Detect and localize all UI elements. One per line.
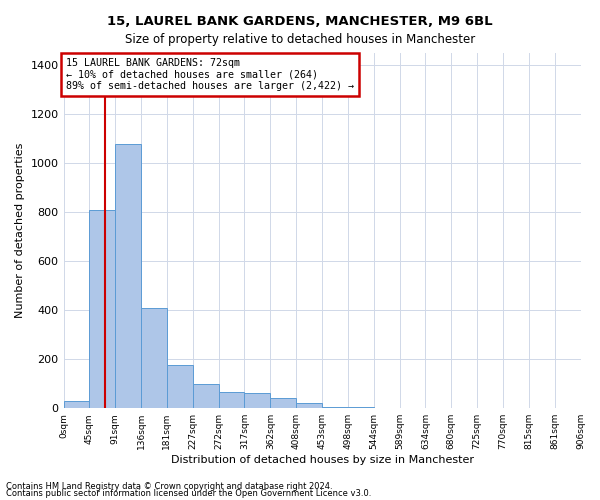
- Text: Contains public sector information licensed under the Open Government Licence v3: Contains public sector information licen…: [6, 489, 371, 498]
- Text: Contains HM Land Registry data © Crown copyright and database right 2024.: Contains HM Land Registry data © Crown c…: [6, 482, 332, 491]
- X-axis label: Distribution of detached houses by size in Manchester: Distribution of detached houses by size …: [170, 455, 473, 465]
- Bar: [115, 144, 141, 408]
- Bar: [348, 407, 374, 408]
- Text: Size of property relative to detached houses in Manchester: Size of property relative to detached ho…: [125, 32, 475, 46]
- Text: 15 LAUREL BANK GARDENS: 72sqm
← 10% of detached houses are smaller (264)
89% of : 15 LAUREL BANK GARDENS: 72sqm ← 10% of d…: [66, 58, 354, 91]
- Bar: [271, 398, 296, 408]
- Bar: [322, 407, 348, 408]
- Bar: [296, 404, 322, 408]
- Bar: [244, 394, 271, 408]
- Bar: [218, 392, 244, 408]
- Bar: [193, 384, 218, 408]
- Bar: [89, 210, 115, 408]
- Text: 15, LAUREL BANK GARDENS, MANCHESTER, M9 6BL: 15, LAUREL BANK GARDENS, MANCHESTER, M9 …: [107, 15, 493, 28]
- Bar: [167, 366, 193, 408]
- Bar: [141, 308, 167, 408]
- Y-axis label: Number of detached properties: Number of detached properties: [15, 142, 25, 318]
- Bar: [64, 401, 89, 408]
